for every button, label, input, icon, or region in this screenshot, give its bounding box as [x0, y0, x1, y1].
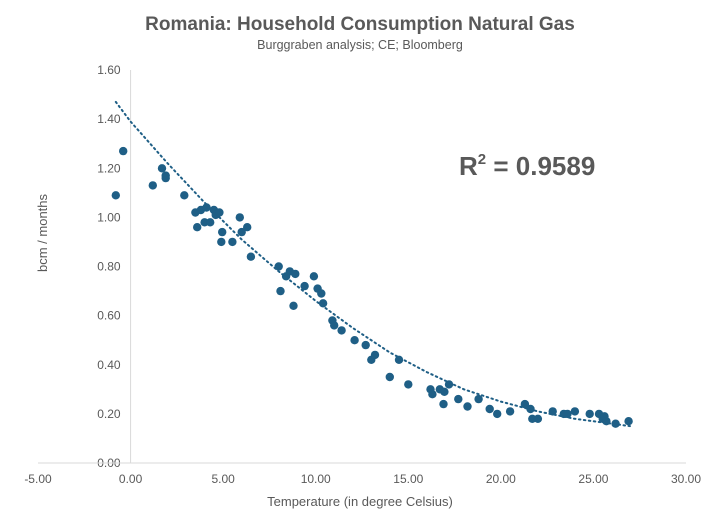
x-axis-ticks: -5.00 0.00 5.00 10.00 15.00 20.00 25.00 30.00: [24, 472, 701, 486]
data-point: [318, 299, 328, 308]
data-point: [161, 173, 170, 183]
data-point: [444, 380, 454, 389]
data-point: [180, 191, 189, 200]
y-tick-label: 1.00: [97, 210, 121, 224]
x-tick-label: 20.00: [486, 472, 516, 486]
r-squared-superscript: 2: [478, 151, 486, 168]
x-axis-label: Temperature (in degree Celsius): [267, 494, 453, 509]
y-axis-ticks: 0.000.200.400.600.801.001.201.401.60: [97, 63, 121, 470]
data-point: [404, 380, 413, 389]
data-point: [111, 191, 121, 200]
r-squared-value: = 0.9589: [486, 151, 595, 181]
data-point: [337, 326, 346, 335]
y-tick-label: 0.60: [97, 309, 121, 323]
data-point: [463, 402, 472, 411]
data-point: [394, 355, 404, 364]
data-point: [548, 407, 557, 416]
x-tick-label: 5.00: [211, 472, 235, 486]
r-squared-annotation: R2 = 0.9589: [459, 151, 595, 181]
data-point: [317, 289, 326, 298]
data-point: [428, 390, 437, 399]
data-point: [505, 407, 515, 416]
data-point: [520, 399, 530, 409]
x-tick-label: 25.00: [578, 472, 608, 486]
y-tick-label: 0.40: [97, 358, 121, 372]
data-point: [370, 350, 380, 360]
y-tick-label: 1.60: [97, 63, 121, 77]
data-point: [246, 252, 256, 261]
data-point: [228, 237, 237, 247]
chart-subtitle: Burggraben analysis; CE; Bloomberg: [257, 38, 463, 52]
data-point: [274, 262, 283, 271]
data-point: [563, 409, 572, 419]
data-point: [440, 387, 449, 396]
data-point: [289, 301, 298, 310]
data-point: [474, 394, 483, 404]
chart-title: Romania: Household Consumption Natural G…: [145, 14, 575, 35]
r-squared-r: R: [459, 151, 478, 181]
data-point: [157, 164, 167, 173]
y-tick-label: 1.40: [97, 112, 121, 126]
data-point: [526, 404, 535, 414]
x-tick-label: 30.00: [671, 472, 701, 486]
x-tick-label: 0.00: [119, 472, 143, 486]
data-point: [624, 417, 633, 426]
data-point: [148, 181, 157, 190]
y-tick-label: 0.80: [97, 260, 121, 274]
data-point: [385, 372, 394, 382]
data-point: [193, 223, 202, 232]
data-point: [206, 218, 215, 227]
data-point: [493, 409, 502, 419]
data-point: [300, 281, 309, 291]
trendline: [114, 100, 632, 428]
data-point: [291, 269, 300, 279]
data-point: [235, 213, 244, 222]
data-point: [485, 404, 494, 414]
data-points: [111, 146, 633, 428]
data-point: [276, 286, 285, 296]
data-point: [218, 227, 227, 237]
data-point: [202, 203, 211, 212]
y-tick-label: 1.20: [97, 161, 121, 175]
data-point: [309, 272, 319, 281]
data-point: [570, 407, 580, 416]
data-point: [454, 394, 463, 404]
data-point: [330, 321, 339, 330]
data-point: [217, 237, 226, 247]
x-tick-label: 15.00: [393, 472, 423, 486]
y-tick-label: 0.20: [97, 407, 121, 421]
data-point: [119, 146, 128, 156]
data-point: [237, 227, 246, 237]
x-tick-label: -5.00: [24, 472, 52, 486]
x-tick-label: 10.00: [301, 472, 331, 486]
data-point: [439, 399, 448, 409]
data-point: [585, 409, 594, 419]
data-point: [361, 340, 370, 350]
data-point: [215, 208, 224, 217]
data-point: [243, 223, 252, 232]
data-point: [611, 419, 620, 428]
data-point: [350, 336, 359, 345]
y-axis-label: bcm / months: [35, 193, 50, 272]
data-point: [602, 417, 611, 426]
data-point: [533, 414, 543, 423]
